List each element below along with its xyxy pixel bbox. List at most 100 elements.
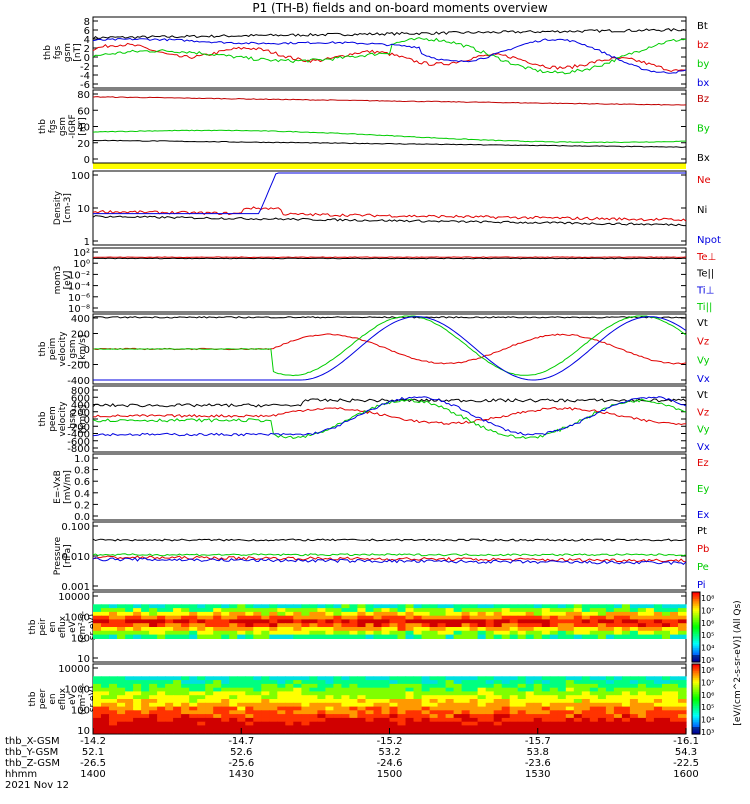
spectrogram-cell bbox=[229, 611, 238, 617]
spectrogram-cell bbox=[437, 623, 447, 628]
spectrogram-cell bbox=[205, 683, 214, 689]
spectrogram-cell bbox=[149, 611, 158, 617]
spectrogram-cell bbox=[125, 680, 134, 685]
spectrogram-cell bbox=[493, 714, 503, 719]
y-tick-label: 6 bbox=[84, 26, 90, 37]
spectrogram-cell bbox=[629, 706, 639, 711]
spectrogram-cell bbox=[221, 695, 230, 700]
y-axis-label-line: [cm-3] bbox=[63, 193, 73, 223]
spectrogram-cell bbox=[205, 611, 214, 617]
spectrogram-cell bbox=[461, 630, 471, 636]
spectrogram-cell bbox=[301, 729, 310, 734]
spectrogram-cell bbox=[269, 717, 278, 723]
spectrogram-cell bbox=[397, 695, 407, 700]
spectrogram-cell bbox=[117, 725, 126, 730]
y-tick-label: 10⁰ bbox=[73, 259, 90, 270]
colorbar-cell bbox=[692, 730, 700, 733]
spectrogram-cell bbox=[149, 619, 158, 624]
spectrogram-cell bbox=[189, 619, 198, 624]
y-axis-label-line: gsm bbox=[63, 43, 73, 62]
spectrogram-cell bbox=[301, 702, 310, 708]
spectrogram-cell bbox=[389, 721, 399, 727]
spectrogram-cell bbox=[389, 706, 399, 711]
spectrogram-cell bbox=[165, 729, 174, 734]
spectrogram-cell bbox=[533, 721, 543, 727]
spectrogram-cell bbox=[253, 627, 262, 632]
spectrogram-cell bbox=[357, 683, 366, 689]
spectrogram-cell bbox=[389, 604, 399, 609]
spectrogram-cell bbox=[237, 706, 246, 711]
spectrogram-cell bbox=[133, 695, 142, 700]
y-axis-label-line: thb bbox=[38, 341, 48, 356]
spectrogram-cell bbox=[125, 676, 134, 681]
spectrogram-cell bbox=[181, 676, 190, 681]
spectrogram-cell bbox=[245, 717, 254, 723]
spectrogram-cell bbox=[261, 676, 270, 681]
spectrogram-cell bbox=[293, 619, 302, 624]
spectrogram-cell bbox=[165, 680, 174, 685]
spectrogram-cell bbox=[125, 604, 134, 609]
spectrogram-cell bbox=[405, 691, 415, 696]
spectrogram-cell bbox=[373, 702, 383, 708]
y-tick-label: 10⁻⁴ bbox=[68, 282, 90, 293]
spectrogram-cell bbox=[589, 691, 599, 696]
spectrogram-cell bbox=[181, 630, 190, 636]
spectrogram-cell bbox=[597, 721, 607, 727]
spectrogram-cell bbox=[293, 725, 302, 730]
spectrogram-cell bbox=[469, 725, 479, 730]
spectrogram-cell bbox=[173, 710, 182, 715]
spectrogram-cell bbox=[589, 630, 599, 636]
spectrogram-cell bbox=[670, 691, 679, 696]
spectrogram-cell bbox=[381, 702, 391, 708]
x-tick-label: -15.2 bbox=[377, 736, 403, 747]
spectrogram-cell bbox=[429, 619, 439, 624]
spectrogram-cell bbox=[525, 608, 535, 613]
y-tick-label: -400 bbox=[67, 430, 90, 441]
spectrogram-cell bbox=[549, 729, 559, 734]
spectrogram-cell bbox=[261, 619, 270, 624]
spectrogram-cell bbox=[421, 699, 431, 704]
spectrogram-cell bbox=[293, 699, 302, 704]
spectrogram-cell bbox=[453, 676, 463, 681]
spectrogram-cell bbox=[101, 608, 110, 613]
y-axis-label-line: [mV/m] bbox=[63, 470, 73, 504]
y-tick-label: 0.0 bbox=[74, 512, 90, 523]
spectrogram-cell bbox=[325, 627, 334, 632]
spectrogram-cell bbox=[133, 714, 142, 719]
spectrogram-cell bbox=[509, 630, 519, 636]
spectrogram-cell bbox=[253, 608, 262, 613]
spectrogram-cell bbox=[293, 714, 302, 719]
spectrogram-cell bbox=[109, 611, 118, 617]
y-axis-label-line: eflux bbox=[58, 615, 68, 638]
spectrogram-cell bbox=[205, 687, 214, 693]
y-axis-label-line: en bbox=[48, 621, 58, 632]
spectrogram-cell bbox=[565, 729, 575, 734]
spectrogram-cell bbox=[621, 627, 631, 632]
spectrogram-cell bbox=[253, 630, 262, 636]
spectrogram-cell bbox=[245, 729, 254, 734]
spectrogram-cell bbox=[477, 714, 487, 719]
spectrogram-cell bbox=[589, 623, 599, 628]
y-axis-label-line: mom3 bbox=[53, 266, 63, 295]
spectrogram-cell bbox=[565, 702, 575, 708]
spectrogram-cell bbox=[517, 714, 527, 719]
spectrogram-cell bbox=[341, 604, 350, 609]
spectrogram-cell bbox=[325, 725, 334, 730]
spectrogram-cell bbox=[573, 729, 583, 734]
legend-Vt: Vt bbox=[697, 390, 708, 401]
y-tick-label: -600 bbox=[67, 437, 90, 448]
spectrogram-cell bbox=[253, 706, 262, 711]
spectrogram-cell bbox=[445, 630, 455, 636]
spectrogram-cell bbox=[349, 725, 358, 730]
spectrogram-cell bbox=[670, 611, 679, 617]
spectrogram-cell bbox=[189, 627, 198, 632]
spectrogram-cell bbox=[285, 717, 294, 723]
spectrogram-cell bbox=[341, 615, 350, 621]
spectrogram-cell bbox=[525, 691, 535, 696]
spectrogram-cell bbox=[509, 623, 519, 628]
spectrogram-cell bbox=[653, 687, 663, 693]
spectrogram-cell bbox=[469, 691, 479, 696]
colorbar-tick-label: 10⁷ bbox=[701, 606, 714, 615]
spectrogram-cell bbox=[429, 717, 439, 723]
spectrogram-cell bbox=[517, 717, 527, 723]
